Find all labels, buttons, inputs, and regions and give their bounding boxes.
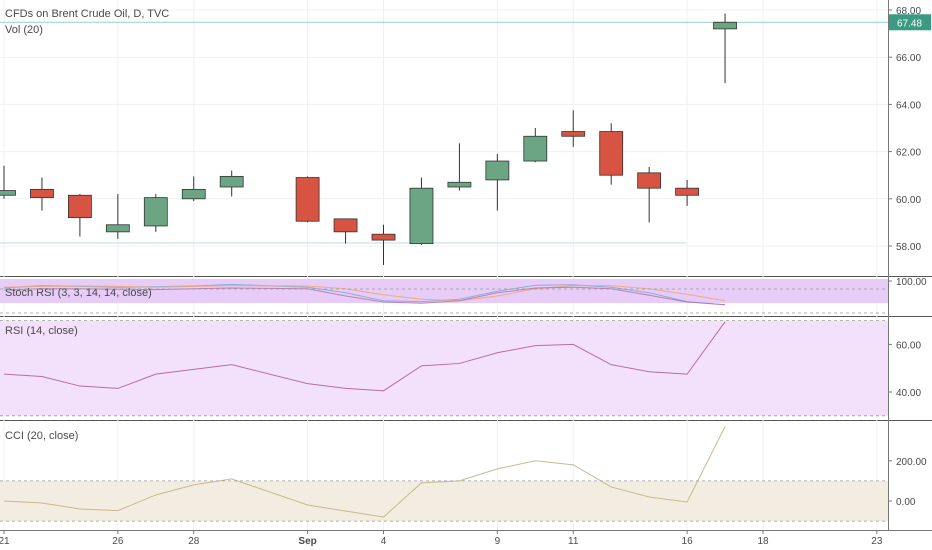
candle xyxy=(371,224,396,265)
last-price-badge-bg xyxy=(889,14,931,31)
time-tick-label: 16 xyxy=(682,536,694,547)
volume-label: Vol (20) xyxy=(5,24,43,36)
cci-tick-label: 0.00 xyxy=(896,497,916,508)
stoch-rsi-panel[interactable]: Stoch RSI (3, 3, 14, 14, close) xyxy=(0,279,888,314)
candle-body xyxy=(561,131,586,137)
candle-body xyxy=(485,160,510,181)
candle-body xyxy=(68,194,92,219)
candle xyxy=(30,177,54,211)
candle xyxy=(485,153,510,211)
candle xyxy=(0,165,16,199)
rsi-band xyxy=(0,320,888,416)
candle-body xyxy=(599,131,624,176)
time-axis[interactable]: 21 26 28 Sep 4 9 11 16 18 23 xyxy=(0,530,883,547)
candle-body xyxy=(143,197,168,227)
time-tick-label: Sep xyxy=(298,536,316,547)
time-tick-label: 28 xyxy=(188,536,200,547)
stoch-band xyxy=(0,279,888,303)
candle-body xyxy=(523,135,548,162)
price-tick-label: 68.00 xyxy=(896,6,921,17)
stoch-series-line xyxy=(3,286,726,306)
candle-body xyxy=(181,188,206,200)
candle xyxy=(181,176,206,202)
candle xyxy=(561,110,586,147)
cci-panel[interactable]: CCI (20, close) xyxy=(0,426,888,522)
cci-line xyxy=(3,426,726,518)
cci-title: CCI (20, close) xyxy=(5,430,78,442)
candle xyxy=(713,13,737,84)
candle-body xyxy=(675,187,699,196)
rsi-tick-label: 40.00 xyxy=(896,388,921,399)
price-tick-label: 58.00 xyxy=(896,242,921,253)
candle-body xyxy=(295,177,320,222)
candle xyxy=(409,177,434,245)
candle-body xyxy=(219,175,244,188)
candle xyxy=(219,170,244,197)
candle-body xyxy=(105,224,130,233)
candle xyxy=(295,176,320,223)
rsi-title: RSI (14, close) xyxy=(5,325,78,337)
candles xyxy=(0,13,737,265)
stoch-series-line xyxy=(3,285,726,302)
candle xyxy=(637,166,662,223)
gridlines xyxy=(0,0,932,531)
candle-body xyxy=(0,190,16,196)
candle-body xyxy=(409,187,434,245)
price-panel[interactable]: CFDs on Brent Crude Oil, D, TVC Vol (20) xyxy=(0,8,888,265)
candle xyxy=(105,194,130,239)
last-price-value: 67.48 xyxy=(897,18,922,29)
time-tick-label: 18 xyxy=(757,536,769,547)
price-tick-label: 66.00 xyxy=(896,53,921,64)
candle xyxy=(333,218,358,244)
time-tick-label: 4 xyxy=(381,536,387,547)
candle xyxy=(675,179,699,206)
time-tick-label: 23 xyxy=(871,536,883,547)
rsi-line xyxy=(3,321,726,392)
price-tick-label: 62.00 xyxy=(896,148,921,159)
candle xyxy=(523,128,548,163)
price-axis[interactable]: 58.00 60.00 62.00 64.00 66.00 68.00 100.00 40.0… xyxy=(888,6,927,508)
candle-body xyxy=(637,172,662,189)
candle xyxy=(447,143,472,191)
rsi-tick-label: 60.00 xyxy=(896,340,921,351)
rsi-panel[interactable]: RSI (14, close) xyxy=(0,320,888,417)
time-tick-label: 21 xyxy=(0,536,10,547)
candle-body xyxy=(447,181,472,188)
last-price-badge: 67.48 xyxy=(889,14,931,31)
stoch-lines xyxy=(3,283,726,306)
candle xyxy=(143,194,168,232)
stoch-rsi-title: Stoch RSI (3, 3, 14, 14, close) xyxy=(5,287,152,299)
price-tick-label: 60.00 xyxy=(896,195,921,206)
candle xyxy=(599,123,624,185)
candle-body xyxy=(30,188,54,199)
time-tick-label: 11 xyxy=(568,536,579,547)
price-title: CFDs on Brent Crude Oil, D, TVC xyxy=(5,8,169,20)
cci-tick-label: 200.00 xyxy=(896,457,927,468)
candle xyxy=(68,194,92,237)
candle-body xyxy=(371,233,396,241)
candle-body xyxy=(713,21,737,30)
time-tick-label: 26 xyxy=(112,536,124,547)
stoch-tick-label: 100.00 xyxy=(896,277,927,288)
stoch-series-line xyxy=(3,283,726,306)
price-tick-label: 64.00 xyxy=(896,100,921,111)
cci-band xyxy=(0,480,888,522)
candle-body xyxy=(333,218,358,233)
time-tick-label: 9 xyxy=(495,536,501,547)
